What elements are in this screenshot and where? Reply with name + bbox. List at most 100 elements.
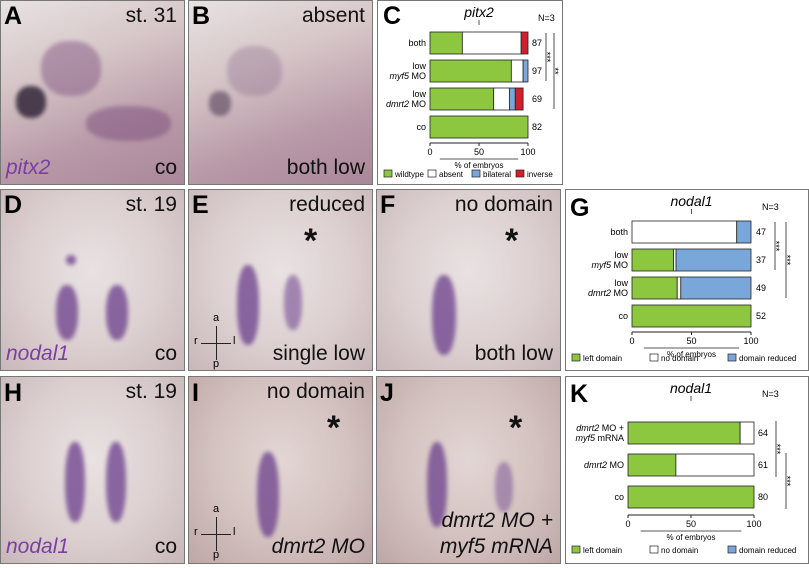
label-part: dmrt2 bbox=[576, 423, 602, 433]
stain bbox=[16, 86, 46, 118]
significance-label: *** bbox=[782, 476, 792, 487]
legend-label: wildtype bbox=[394, 170, 424, 179]
stain bbox=[209, 91, 231, 116]
category-label: dmrt2 MO + bbox=[576, 423, 624, 433]
count-label: 37 bbox=[756, 255, 766, 265]
orientation-compass: a p r l bbox=[194, 503, 237, 561]
x-tick-label: 0 bbox=[625, 519, 630, 529]
bar-segment-domain-reduced bbox=[736, 220, 752, 244]
legend-swatch bbox=[427, 169, 437, 178]
count-label: 49 bbox=[756, 283, 766, 293]
label-part: low bbox=[412, 89, 426, 99]
phenotype-label: reduced bbox=[289, 193, 365, 216]
panel-letter: F bbox=[380, 191, 396, 219]
stain bbox=[257, 452, 279, 537]
bar-segment-no-domain bbox=[675, 453, 755, 477]
bar-segment-left-domain bbox=[627, 485, 755, 509]
stage-label: st. 31 bbox=[125, 4, 177, 27]
condition-label: dmrt2 MO bbox=[271, 535, 365, 558]
legend-label: no domain bbox=[661, 546, 698, 555]
stain bbox=[41, 41, 101, 96]
bar-segment-wildtype bbox=[429, 87, 495, 111]
x-tick-label: 50 bbox=[686, 519, 696, 529]
significance-label: *** bbox=[542, 52, 552, 63]
category-label: both bbox=[610, 227, 628, 237]
panel-e-image: reduced * single low a p r l bbox=[188, 189, 373, 371]
sample-size-label: N=3 bbox=[762, 202, 779, 212]
panel-letter: I bbox=[192, 379, 199, 407]
bar-segment-no-domain bbox=[739, 421, 755, 445]
absent-domain-marker: * bbox=[327, 409, 341, 447]
right-label: r bbox=[194, 526, 198, 538]
sample-size-label: N=3 bbox=[538, 13, 555, 23]
legend-label: no domain bbox=[661, 354, 698, 363]
bar-segment-left-domain bbox=[631, 276, 678, 300]
category-label: dmrt2 MO bbox=[588, 288, 628, 298]
orientation-compass: a p r l bbox=[194, 312, 237, 370]
label-part: myf5 bbox=[591, 260, 613, 270]
legend-swatch bbox=[515, 169, 525, 178]
panel-letter: C bbox=[383, 2, 402, 30]
chart-k: nodal1 N=3 dmrt2 MO + myf5 mRNA 64 dmrt2 MO 61… bbox=[565, 376, 809, 564]
chart-g: nodal1 N=3 both 47 low myf5 MO 37 low dmrt2 MO 49… bbox=[565, 189, 809, 371]
absent-domain-marker: * bbox=[509, 409, 523, 447]
legend-label: domain reduced bbox=[739, 354, 796, 363]
count-label: 61 bbox=[758, 460, 768, 470]
panel-letter: A bbox=[4, 2, 23, 30]
label-part: low bbox=[412, 61, 426, 71]
condition-label: single low bbox=[272, 342, 365, 365]
category-label: myf5 mRNA bbox=[575, 433, 624, 443]
legend-swatch bbox=[571, 545, 581, 554]
category-label: low bbox=[412, 89, 426, 99]
count-label: 97 bbox=[532, 66, 542, 76]
x-tick-label: 0 bbox=[629, 336, 634, 346]
stain bbox=[66, 255, 76, 265]
stain bbox=[284, 275, 302, 330]
category-label: dmrt2 MO bbox=[386, 99, 426, 109]
bar-segment-wildtype bbox=[429, 59, 512, 83]
legend-label: bilateral bbox=[483, 170, 511, 179]
count-label: 80 bbox=[758, 492, 768, 502]
bar-segment-wildtype bbox=[429, 115, 529, 139]
condition-label: both low bbox=[286, 156, 365, 179]
right-label: r bbox=[194, 335, 198, 347]
legend-swatch bbox=[727, 353, 737, 362]
label-part: MO bbox=[602, 423, 619, 433]
category-label: both bbox=[408, 38, 426, 48]
x-tick-label: 50 bbox=[686, 336, 696, 346]
bar-segment-bilateral bbox=[508, 87, 516, 111]
left-label: l bbox=[233, 335, 236, 347]
x-tick-label: 100 bbox=[520, 147, 535, 157]
label-part: both bbox=[408, 38, 426, 48]
panel-f-image: no domain * both low bbox=[376, 189, 561, 371]
significance-label: *** bbox=[782, 255, 792, 266]
x-tick-label: 50 bbox=[474, 147, 484, 157]
condition-label-line1: dmrt2 MO + bbox=[441, 509, 553, 532]
panel-letter: J bbox=[380, 379, 394, 407]
label-part: myf5 bbox=[389, 71, 411, 81]
count-label: 64 bbox=[758, 428, 768, 438]
bar-segment-inverse bbox=[520, 31, 529, 55]
panel-i-image: no domain * dmrt2 MO a p r l bbox=[188, 376, 373, 564]
stain bbox=[86, 106, 171, 141]
panel-letter: B bbox=[192, 2, 211, 30]
category-label: low bbox=[614, 278, 628, 288]
label-part: MO bbox=[412, 71, 427, 81]
x-axis-label: % of embryos bbox=[667, 533, 716, 542]
stain bbox=[65, 442, 85, 522]
gene-label: nodal1 bbox=[6, 535, 70, 558]
category-label: co bbox=[618, 311, 628, 321]
significance-label: *** bbox=[772, 444, 782, 455]
phenotype-label: no domain bbox=[266, 380, 365, 403]
label-part: co bbox=[618, 311, 628, 321]
panel-letter: D bbox=[4, 191, 23, 219]
condition-label-line2: myf5 mRNA bbox=[439, 535, 553, 558]
bar-segment-wildtype bbox=[429, 31, 463, 55]
count-label: 52 bbox=[756, 311, 766, 321]
x-axis-label: % of embryos bbox=[455, 161, 504, 170]
stain bbox=[427, 442, 447, 527]
stain bbox=[106, 285, 128, 340]
category-label: myf5 MO bbox=[591, 260, 628, 270]
